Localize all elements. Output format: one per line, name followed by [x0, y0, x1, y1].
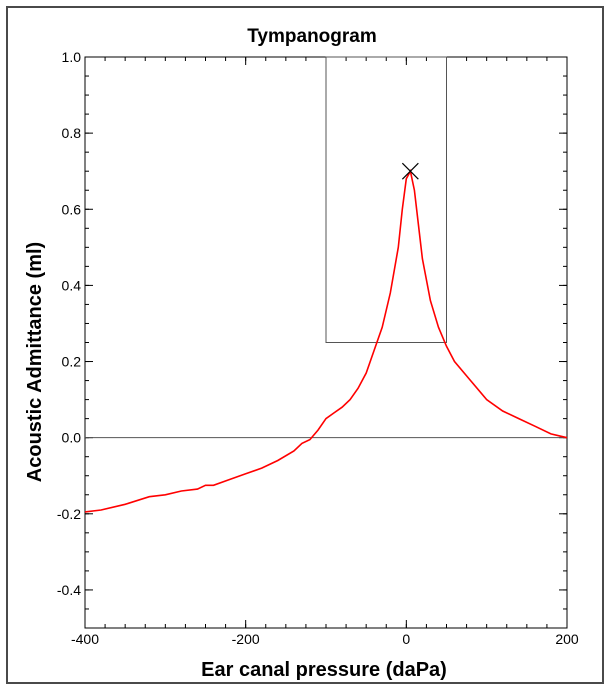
peak-marker: [401, 162, 419, 180]
tympanogram-curve: [84, 168, 568, 513]
x-axis-label: Ear canal pressure (daPa): [201, 659, 447, 681]
normal-region-box: [325, 56, 447, 343]
chart-title: Tympanogram: [247, 26, 377, 47]
y-tick-label: 0.6: [62, 201, 82, 217]
x-tick-label: 0: [402, 631, 410, 647]
y-tick-label: 0.8: [62, 125, 82, 141]
y-tick-label: 1.0: [62, 49, 82, 65]
chart-frame: [6, 6, 604, 684]
y-tick-label: -0.4: [57, 582, 81, 598]
y-tick-label: -0.2: [57, 506, 81, 522]
y-tick-label: 0.2: [62, 354, 82, 370]
y-tick-label: 0.4: [62, 277, 82, 293]
peak-marker-stroke: [401, 162, 419, 180]
y-axis-label: Acoustic Admittance (ml): [24, 242, 46, 482]
x-tick-label: 200: [555, 631, 579, 647]
x-tick-label: -200: [232, 631, 260, 647]
y-tick-label: 0.0: [62, 430, 82, 446]
x-tick-label: -400: [71, 631, 99, 647]
